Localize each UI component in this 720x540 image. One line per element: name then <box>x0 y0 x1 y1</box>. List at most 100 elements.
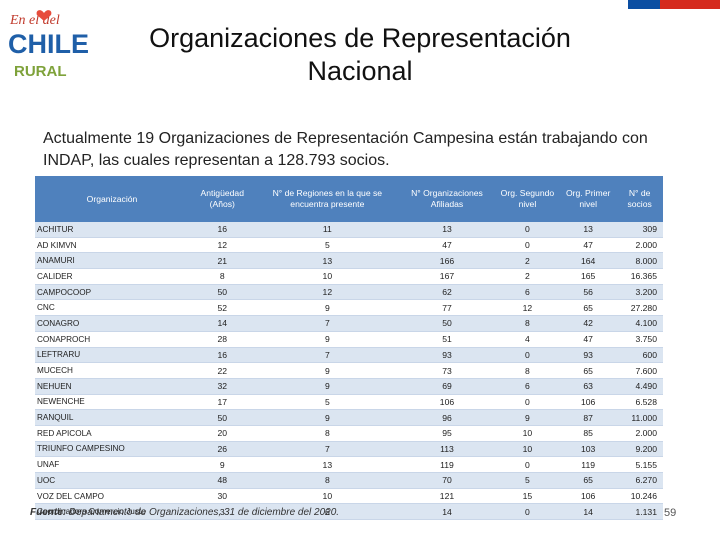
table-cell: 5 <box>494 472 561 489</box>
table-cell: 600 <box>616 347 663 364</box>
heart-icon <box>36 10 52 21</box>
table-row: TRIUNFO CAMPESINO 26 7 113 10 103 9.200 <box>35 441 663 458</box>
table-row: LEFTRARU 16 7 93 0 93 600 <box>35 347 663 364</box>
table-cell: 14 <box>399 503 495 521</box>
table-cell: 0 <box>494 394 561 411</box>
table-cell: 0 <box>494 347 561 364</box>
table-cell: 9 <box>255 331 400 348</box>
table-cell: 8 <box>494 362 561 379</box>
table-cell: 1.131 <box>616 503 663 521</box>
table-cell: 12 <box>494 299 561 317</box>
table-cell: 93 <box>399 347 495 364</box>
table-cell: 0 <box>494 222 561 238</box>
table-cell: 9 <box>255 378 400 395</box>
table-cell: 5 <box>255 394 400 411</box>
header-regiones: N° de Regiones en la que se encuentra pr… <box>255 176 400 222</box>
table-row: RANQUIL 50 9 96 9 87 11.000 <box>35 409 663 426</box>
table-cell: 10 <box>494 441 561 458</box>
logo-top-text: En el del <box>9 13 60 28</box>
table-cell: 69 <box>399 378 495 395</box>
table-cell: 9 <box>255 409 400 426</box>
table-cell: 10 <box>255 268 400 285</box>
table-cell: 119 <box>399 456 495 473</box>
table-header-row: Organización Antigüedad (Años) N° de Reg… <box>35 176 663 222</box>
table-cell: 12 <box>255 284 400 301</box>
table-cell: 13 <box>399 222 495 238</box>
table-cell: 8 <box>494 315 561 332</box>
table-cell: 166 <box>399 252 495 270</box>
table-cell: 32 <box>189 378 256 395</box>
table-cell: 11.000 <box>616 409 663 426</box>
page-title: Organizaciones de Representación Naciona… <box>149 23 571 86</box>
table-cell: 165 <box>560 268 617 285</box>
table-cell: 95 <box>399 425 495 442</box>
table-cell: 3.750 <box>616 331 663 348</box>
table-cell: 5.155 <box>616 456 663 473</box>
table-cell: 42 <box>560 315 617 332</box>
table-cell-organization: AD KIMVN <box>35 237 189 254</box>
table-cell: 65 <box>560 299 617 317</box>
table-cell-organization: MUCECH <box>35 362 189 379</box>
table-cell: 7 <box>255 441 400 458</box>
table-cell: 106 <box>399 394 495 411</box>
table-cell: 8 <box>255 425 400 442</box>
table-cell: 11 <box>255 222 400 238</box>
table-cell: 13 <box>560 222 617 238</box>
table-cell: 9.200 <box>616 441 663 458</box>
page-number: 59 <box>664 507 677 519</box>
table-cell: 4 <box>494 331 561 348</box>
table-cell: 8 <box>255 472 400 489</box>
table-cell: 93 <box>560 347 617 364</box>
table-row: UOC 48 8 70 5 65 6.270 <box>35 472 663 489</box>
table-cell-organization: UNAF <box>35 456 189 473</box>
table-cell: 77 <box>399 299 495 317</box>
organizations-table: Organización Antigüedad (Años) N° de Reg… <box>35 176 663 521</box>
table-cell: 13 <box>255 456 400 473</box>
table-cell: 3.200 <box>616 284 663 301</box>
table-row: RED APICOLA 20 8 95 10 85 2.000 <box>35 425 663 442</box>
table-cell-organization: LEFTRARU <box>35 347 189 364</box>
table-cell: 5 <box>255 237 400 254</box>
table-cell-organization: ACHITUR <box>35 222 189 238</box>
table-cell: 16.365 <box>616 268 663 285</box>
header-segundo-nivel: Org. Segundo nivel <box>494 176 561 222</box>
table-cell: 22 <box>189 362 256 379</box>
table-cell: 6 <box>255 503 400 521</box>
table-cell: 7 <box>255 347 400 364</box>
table-cell: 10 <box>494 425 561 442</box>
table-cell: 16 <box>189 347 256 364</box>
table-cell-organization: CONAPROCH <box>35 331 189 348</box>
table-cell: 2.000 <box>616 425 663 442</box>
table-cell-organization: NEWENCHE <box>35 394 189 411</box>
table-cell-organization: NEHUEN <box>35 378 189 395</box>
table-row: CAMPOCOOP 50 12 62 6 56 3.200 <box>35 284 663 301</box>
table-cell: 85 <box>560 425 617 442</box>
flag-blue-stripe <box>628 0 660 9</box>
header-socios: N° de socios <box>616 176 663 222</box>
table-cell: 3 <box>189 503 256 521</box>
table-cell-organization: RED APICOLA <box>35 425 189 442</box>
table-cell: 50 <box>399 315 495 332</box>
table-cell-organization: RANQUIL <box>35 409 189 426</box>
table-cell: 65 <box>560 472 617 489</box>
table-row: ANAMURI 21 13 166 2 164 8.000 <box>35 252 663 270</box>
table-cell-organization: CONAGRO <box>35 315 189 332</box>
table-row: CALIDER 8 10 167 2 165 16.365 <box>35 268 663 285</box>
logo-sub-text: RURAL <box>14 63 67 80</box>
table-cell: 28 <box>189 331 256 348</box>
table-cell-organization: CNC <box>35 299 189 317</box>
table-cell: 17 <box>189 394 256 411</box>
table-row: NEWENCHE 17 5 106 0 106 6.528 <box>35 394 663 411</box>
table-row: VOZ DEL CAMPO 30 10 121 15 106 10.246 <box>35 488 663 505</box>
table-cell-organization: CALIDER <box>35 268 189 285</box>
table-cell: 47 <box>560 331 617 348</box>
table-cell: 14 <box>189 315 256 332</box>
source-note: Fuente: Departamento de Organizaciones, … <box>30 507 339 518</box>
table-cell: 106 <box>560 394 617 411</box>
table-cell: 10.246 <box>616 488 663 505</box>
table-cell: 119 <box>560 456 617 473</box>
table-cell-organization: ANAMURI <box>35 252 189 270</box>
table-cell: 6.528 <box>616 394 663 411</box>
header-primer-nivel: Org. Primer nivel <box>560 176 617 222</box>
table-cell: 96 <box>399 409 495 426</box>
